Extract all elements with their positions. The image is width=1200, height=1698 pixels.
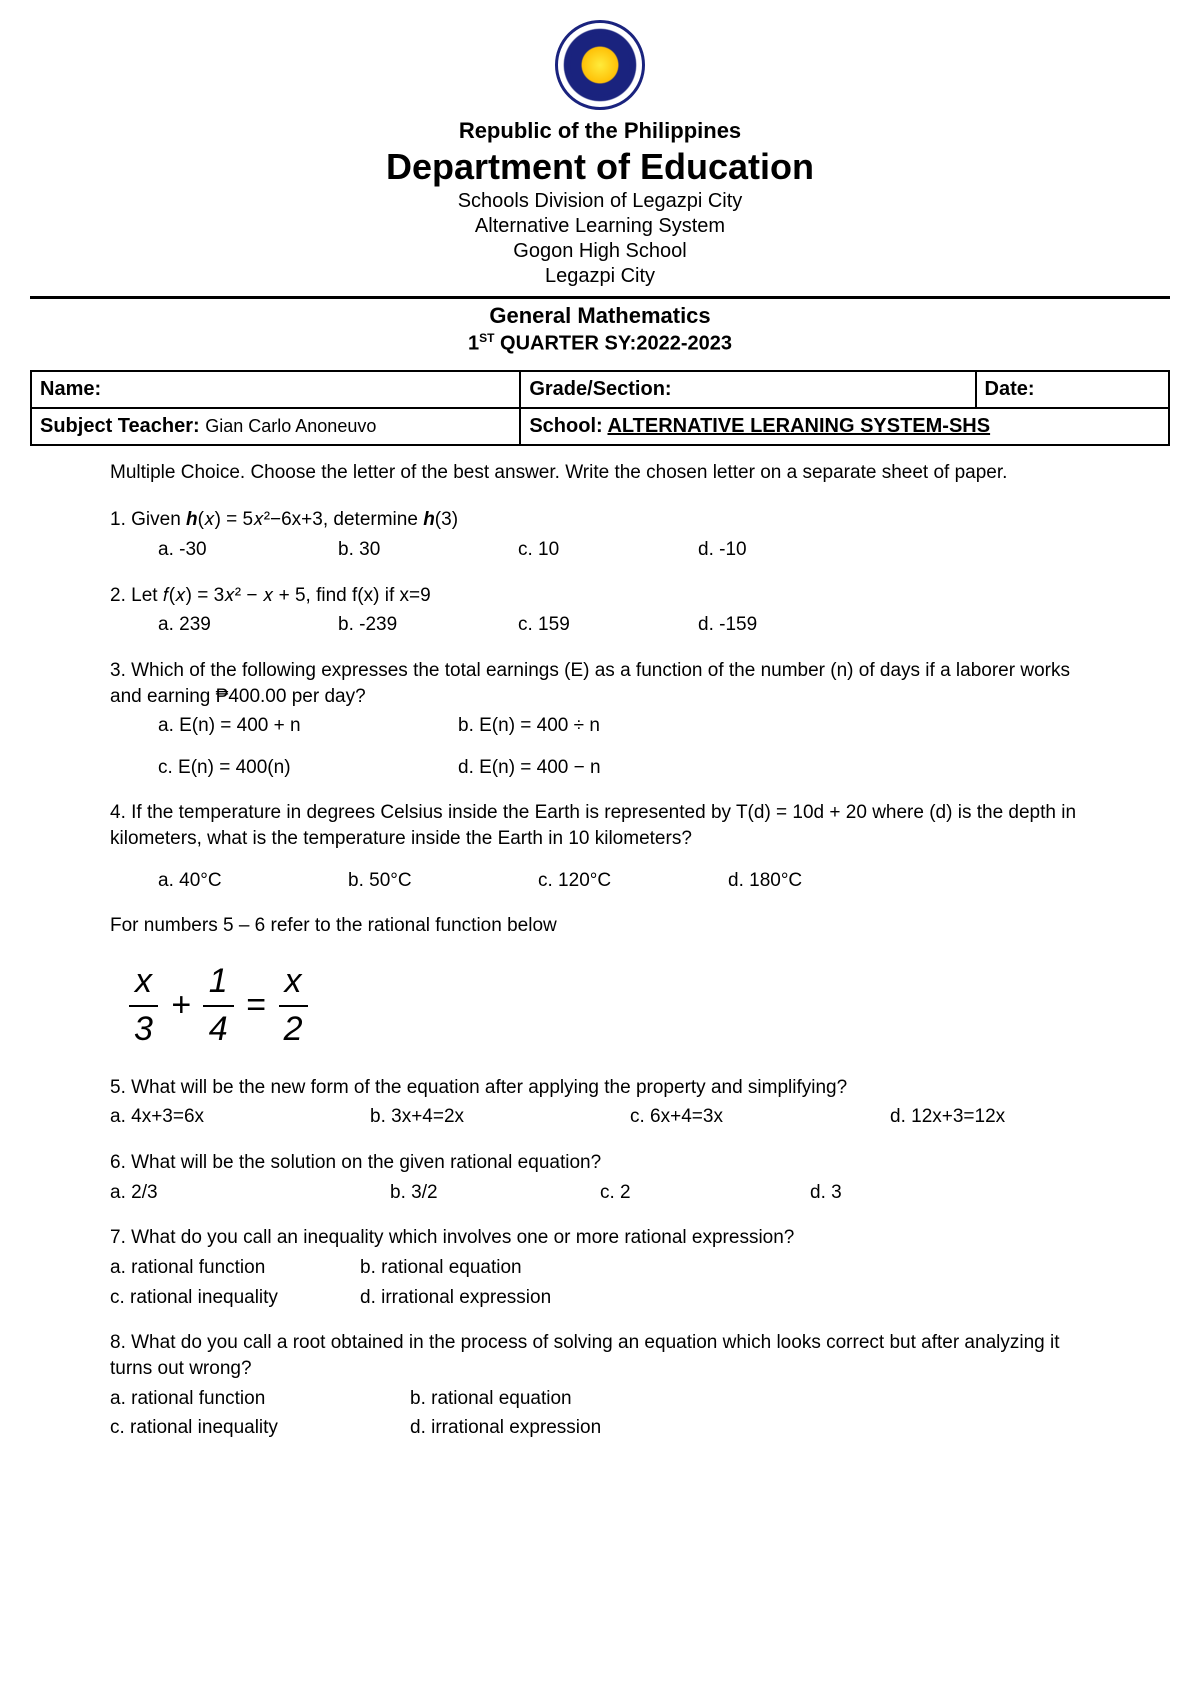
instructions: Multiple Choice. Choose the letter of th… bbox=[110, 460, 1090, 486]
q5-opt-a: a. 4x+3=6x bbox=[110, 1104, 260, 1130]
q6-opt-a: a. 2/3 bbox=[110, 1180, 260, 1206]
q6-opt-b: b. 3/2 bbox=[390, 1180, 470, 1206]
q2-options: a. 239 b. -239 c. 159 d. -159 bbox=[110, 612, 1090, 638]
q1-opt-d: d. -10 bbox=[698, 537, 818, 563]
quarter-prefix: 1 bbox=[468, 333, 479, 355]
q4-text: 4. If the temperature in degrees Celsius… bbox=[110, 800, 1090, 851]
question-8: 8. What do you call a root obtained in t… bbox=[110, 1330, 1090, 1441]
q7-text: 7. What do you call an inequality which … bbox=[110, 1225, 1090, 1251]
q3-opt-c: c. E(n) = 400(n) bbox=[158, 755, 458, 781]
q5-text: 5. What will be the new form of the equa… bbox=[110, 1075, 1090, 1101]
header-school: Gogon High School bbox=[0, 240, 1200, 263]
header-als: Alternative Learning System bbox=[0, 215, 1200, 238]
q3-options: a. E(n) = 400 + n b. E(n) = 400 ÷ n c. E… bbox=[110, 713, 1090, 780]
q3-opt-d: d. E(n) = 400 − n bbox=[458, 755, 758, 781]
q3-text: 3. Which of the following expresses the … bbox=[110, 658, 1090, 709]
header-department: Department of Education bbox=[0, 146, 1200, 188]
q5-opt-d: d. 12x+3=12x bbox=[890, 1104, 1040, 1130]
header-city: Legazpi City bbox=[0, 265, 1200, 288]
q5-options: a. 4x+3=6x b. 3x+4=2x c. 6x+4=3x d. 12x+… bbox=[110, 1104, 1090, 1130]
note-5-6: For numbers 5 – 6 refer to the rational … bbox=[110, 913, 1090, 939]
q7-options: a. rational function b. rational equatio… bbox=[110, 1255, 1090, 1310]
q8-opt-c: c. rational inequality bbox=[110, 1415, 410, 1441]
q5-opt-b: b. 3x+4=2x bbox=[370, 1104, 520, 1130]
question-2: 2. Let 𝑓(𝑥) = 3𝑥² − 𝑥 + 5, find f(x) if … bbox=[110, 583, 1090, 638]
school-label: School: bbox=[529, 415, 607, 437]
quarter-line: 1ST QUARTER SY:2022-2023 bbox=[0, 331, 1200, 356]
grade-label: Grade/Section: bbox=[529, 378, 671, 400]
q6-text: 6. What will be the solution on the give… bbox=[110, 1150, 1090, 1176]
question-3: 3. Which of the following expresses the … bbox=[110, 658, 1090, 781]
q8-options: a. rational function b. rational equatio… bbox=[110, 1386, 1090, 1441]
q7-opt-c: c. rational inequality bbox=[110, 1285, 360, 1311]
question-4: 4. If the temperature in degrees Celsius… bbox=[110, 800, 1090, 893]
q8-opt-d: d. irrational expression bbox=[410, 1415, 710, 1441]
q6-options: a. 2/3 b. 3/2 c. 2 d. 3 bbox=[110, 1180, 1090, 1206]
q8-opt-b: b. rational equation bbox=[410, 1386, 710, 1412]
header-divider bbox=[30, 296, 1170, 299]
date-cell: Date: bbox=[976, 371, 1169, 408]
document-header: Republic of the Philippines Department o… bbox=[0, 20, 1200, 288]
name-label: Name: bbox=[40, 378, 101, 400]
date-label: Date: bbox=[985, 378, 1035, 400]
frac-2: 1 4 bbox=[203, 959, 234, 1053]
question-1: 1. Given h(𝑥) = 5𝑥²−6x+3, determine h(3)… bbox=[110, 507, 1090, 562]
quarter-rest: QUARTER SY:2022-2023 bbox=[494, 333, 732, 355]
q2-opt-a: a. 239 bbox=[158, 612, 278, 638]
question-6: 6. What will be the solution on the give… bbox=[110, 1150, 1090, 1205]
q6-opt-d: d. 3 bbox=[810, 1180, 960, 1206]
name-cell: Name: bbox=[31, 371, 520, 408]
teacher-cell: Subject Teacher: Gian Carlo Anoneuvo bbox=[31, 408, 520, 445]
q7-opt-a: a. rational function bbox=[110, 1255, 360, 1281]
header-republic: Republic of the Philippines bbox=[0, 118, 1200, 144]
q3-opt-a: a. E(n) = 400 + n bbox=[158, 713, 458, 739]
question-5: 5. What will be the new form of the equa… bbox=[110, 1075, 1090, 1130]
school-name: ALTERNATIVE LERANING SYSTEM-SHS bbox=[607, 415, 990, 437]
q3-opt-b: b. E(n) = 400 ÷ n bbox=[458, 713, 758, 739]
q7-opt-d: d. irrational expression bbox=[360, 1285, 610, 1311]
q4-opt-d: d. 180°C bbox=[728, 868, 858, 894]
subject-title: General Mathematics bbox=[0, 303, 1200, 329]
q5-opt-c: c. 6x+4=3x bbox=[630, 1104, 780, 1130]
teacher-name: Gian Carlo Anoneuvo bbox=[205, 416, 376, 436]
q1-opt-b: b. 30 bbox=[338, 537, 458, 563]
q4-opt-a: a. 40°C bbox=[158, 868, 288, 894]
frac-1: x 3 bbox=[128, 959, 159, 1053]
q2-text: 2. Let 𝑓(𝑥) = 3𝑥² − 𝑥 + 5, find f(x) if … bbox=[110, 583, 1090, 609]
header-division: Schools Division of Legazpi City bbox=[0, 190, 1200, 213]
content-body: Multiple Choice. Choose the letter of th… bbox=[110, 460, 1090, 1441]
q1-text: 1. Given h(𝑥) = 5𝑥²−6x+3, determine h(3) bbox=[110, 507, 1090, 533]
q2-opt-d: d. -159 bbox=[698, 612, 818, 638]
q2-opt-c: c. 159 bbox=[518, 612, 638, 638]
q2-opt-b: b. -239 bbox=[338, 612, 458, 638]
q8-text: 8. What do you call a root obtained in t… bbox=[110, 1330, 1090, 1381]
deped-seal bbox=[555, 20, 645, 110]
q6-opt-c: c. 2 bbox=[600, 1180, 680, 1206]
q4-options: a. 40°C b. 50°C c. 120°C d. 180°C bbox=[110, 868, 1090, 894]
q4-opt-b: b. 50°C bbox=[348, 868, 478, 894]
q7-opt-b: b. rational equation bbox=[360, 1255, 610, 1281]
school-cell: School: ALTERNATIVE LERANING SYSTEM-SHS bbox=[520, 408, 1169, 445]
q8-opt-a: a. rational function bbox=[110, 1386, 410, 1412]
teacher-label: Subject Teacher: bbox=[40, 415, 205, 437]
quarter-sup: ST bbox=[479, 331, 494, 345]
q1-opt-a: a. -30 bbox=[158, 537, 278, 563]
frac-3: x 2 bbox=[278, 959, 309, 1053]
q4-opt-c: c. 120°C bbox=[538, 868, 668, 894]
question-7: 7. What do you call an inequality which … bbox=[110, 1225, 1090, 1310]
rational-equation: x 3 + 1 4 = x 2 bbox=[128, 959, 1090, 1053]
grade-cell: Grade/Section: bbox=[520, 371, 975, 408]
info-table: Name: Grade/Section: Date: Subject Teach… bbox=[30, 370, 1170, 446]
q1-opt-c: c. 10 bbox=[518, 537, 638, 563]
q1-options: a. -30 b. 30 c. 10 d. -10 bbox=[110, 537, 1090, 563]
